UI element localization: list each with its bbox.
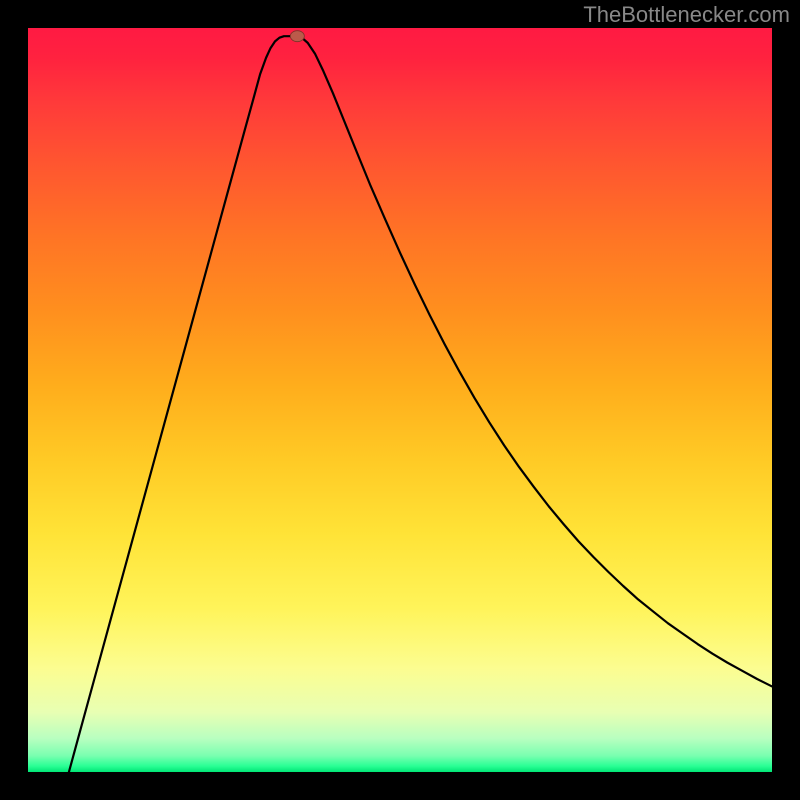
chart-container: TheBottlenecker.com <box>0 0 800 800</box>
optimal-point-marker <box>290 31 304 42</box>
bottleneck-chart <box>0 0 800 800</box>
gradient-plot-area <box>28 28 772 772</box>
watermark-text: TheBottlenecker.com <box>583 2 790 28</box>
